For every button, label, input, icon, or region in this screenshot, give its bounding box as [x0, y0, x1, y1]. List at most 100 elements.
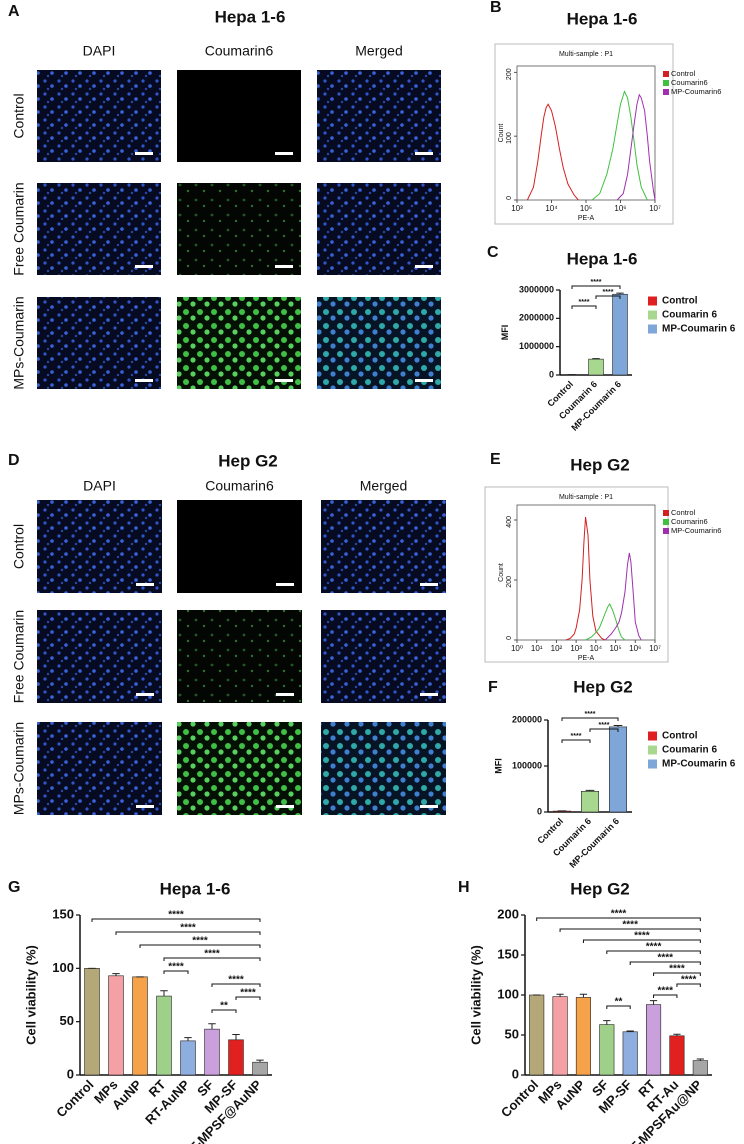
scale-bar	[276, 583, 294, 586]
bar	[529, 994, 545, 1076]
significance-bracket	[589, 728, 619, 732]
significance-bracket	[163, 970, 189, 974]
y-tick-label: 1000000	[519, 341, 554, 351]
panel-letter: F	[488, 679, 498, 696]
x-tick-label: 10⁶	[614, 204, 626, 213]
significance-bracket	[139, 944, 261, 948]
significance-bracket	[163, 957, 261, 961]
bar	[599, 1024, 615, 1076]
bar	[588, 358, 604, 376]
y-tick-label: 2000000	[519, 313, 554, 323]
x-tick-label: 10⁵	[609, 644, 621, 653]
x-axis-label: PE-A	[578, 655, 595, 662]
x-tick-label: 10¹	[531, 644, 543, 653]
bar	[180, 1040, 196, 1076]
significance-bracket	[211, 983, 261, 987]
scale-bar	[275, 265, 293, 268]
column-label: Coumarin6	[205, 43, 274, 59]
scale-bar	[275, 152, 293, 155]
scale-bar	[136, 583, 154, 586]
scale-bar	[275, 379, 293, 382]
error-bar	[184, 1037, 192, 1041]
legend-swatch	[648, 310, 657, 320]
y-tick-label: 3000000	[519, 284, 554, 294]
error-bar	[585, 789, 595, 792]
scale-bar	[135, 379, 153, 382]
micrograph	[177, 500, 302, 593]
significance-bracket	[235, 996, 261, 1000]
micrograph	[177, 183, 301, 275]
plot-frame	[494, 43, 674, 225]
significance-label: ****	[603, 289, 614, 296]
legend-swatch	[648, 324, 657, 334]
row-label: Control	[11, 524, 27, 569]
bar	[575, 997, 591, 1076]
legend-label: Coumarin 6	[662, 310, 717, 321]
error-bar	[613, 725, 623, 727]
x-tick-label: 10⁷	[649, 644, 661, 653]
significance-bracket	[653, 994, 678, 998]
chart-title: Hepa 1-6	[567, 249, 638, 268]
scale-bar	[276, 693, 294, 696]
x-tick-label: 10⁴	[545, 204, 558, 213]
legend-label: Coumarin6	[671, 78, 708, 87]
x-tick-label: Control	[53, 1077, 96, 1120]
row-label: Control	[11, 93, 27, 138]
significance-label: ****	[204, 949, 220, 960]
significance-label: ****	[622, 920, 638, 931]
scale-bar	[420, 693, 438, 696]
significance-label: ****	[611, 909, 627, 920]
legend-label: MP-Coumarin 6	[662, 759, 736, 770]
panel-letter: A	[8, 3, 20, 20]
error-bar	[208, 1023, 216, 1030]
y-tick-label: 0	[67, 1066, 74, 1081]
legend-swatch	[648, 759, 657, 769]
scale-bar	[276, 805, 294, 808]
micrograph	[177, 722, 302, 815]
significance-label: ****	[657, 986, 673, 997]
micrograph	[317, 297, 441, 389]
significance-bracket	[571, 305, 597, 309]
significance-bracket	[606, 1005, 631, 1009]
legend-swatch	[648, 745, 657, 755]
bar	[622, 1031, 638, 1076]
scale-bar	[415, 152, 433, 155]
significance-bracket	[595, 295, 621, 299]
y-tick-label: 0	[537, 806, 542, 816]
significance-label: **	[615, 997, 623, 1008]
legend-label: Coumarin6	[671, 517, 708, 526]
x-tick-label: MP-Coumarin 6	[567, 816, 621, 870]
plot-title: Multi-sample : P1	[559, 494, 613, 501]
micrograph	[37, 297, 161, 389]
micrograph	[317, 183, 441, 275]
y-tick-label: 50	[60, 1013, 74, 1028]
significance-label: ****	[634, 931, 650, 942]
significance-bracket	[629, 961, 701, 965]
y-tick-label: 0	[506, 636, 513, 640]
legend-swatch	[663, 510, 669, 516]
scale-bar	[136, 805, 154, 808]
bar	[204, 1028, 220, 1076]
bar	[581, 790, 599, 813]
y-tick-label: 200000	[512, 714, 542, 724]
x-tick-label: 10⁷	[649, 204, 661, 213]
bar	[108, 975, 124, 1076]
panel-letter: H	[458, 879, 470, 896]
scale-bar	[415, 379, 433, 382]
bar	[646, 1004, 662, 1076]
scale-bar	[420, 583, 438, 586]
y-tick-label: 50	[505, 1026, 519, 1041]
micrograph	[37, 610, 162, 703]
significance-label: ****	[579, 299, 590, 306]
error-bar	[673, 1033, 681, 1036]
plot-title: Multi-sample : P1	[559, 51, 613, 58]
error-bar	[696, 1058, 704, 1061]
histogram-line	[591, 90, 648, 201]
column-label: Coumarin6	[205, 478, 274, 494]
significance-label: ****	[228, 975, 244, 986]
legend-label: MP-Coumarin6	[671, 87, 721, 96]
bar	[609, 726, 627, 813]
error-bar	[616, 292, 624, 295]
legend-label: MP-Coumarin 6	[662, 324, 736, 335]
y-tick-label: 100	[506, 132, 513, 144]
